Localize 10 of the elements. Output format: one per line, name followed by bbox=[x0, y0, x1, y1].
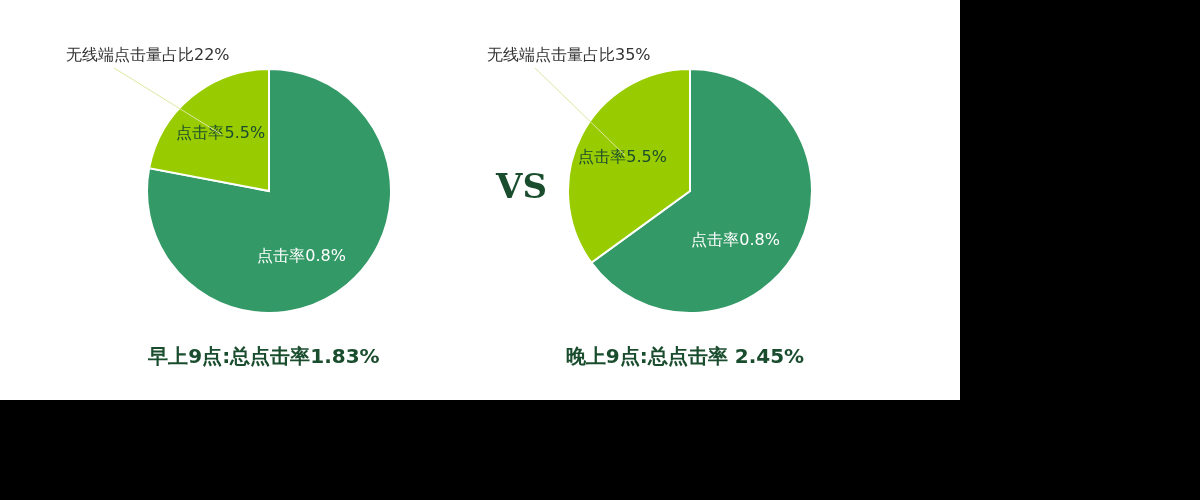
pie-slice bbox=[146, 68, 392, 314]
text: 无线端点击量占比35% bbox=[487, 45, 651, 66]
text: 早上9点:总点击率1.83% bbox=[147, 343, 381, 370]
text: 晚上9点:总点击率 2.45% bbox=[564, 343, 806, 370]
text: 无线端点击量占比22% bbox=[66, 45, 230, 66]
slice-label: 点击率5.5% bbox=[176, 123, 266, 143]
slice-label: 点击率0.8% bbox=[691, 229, 780, 249]
slice-label: 点击率5.5% bbox=[578, 147, 667, 167]
slice-label: 点击率0.8% bbox=[257, 245, 346, 265]
text: VS bbox=[496, 166, 547, 206]
